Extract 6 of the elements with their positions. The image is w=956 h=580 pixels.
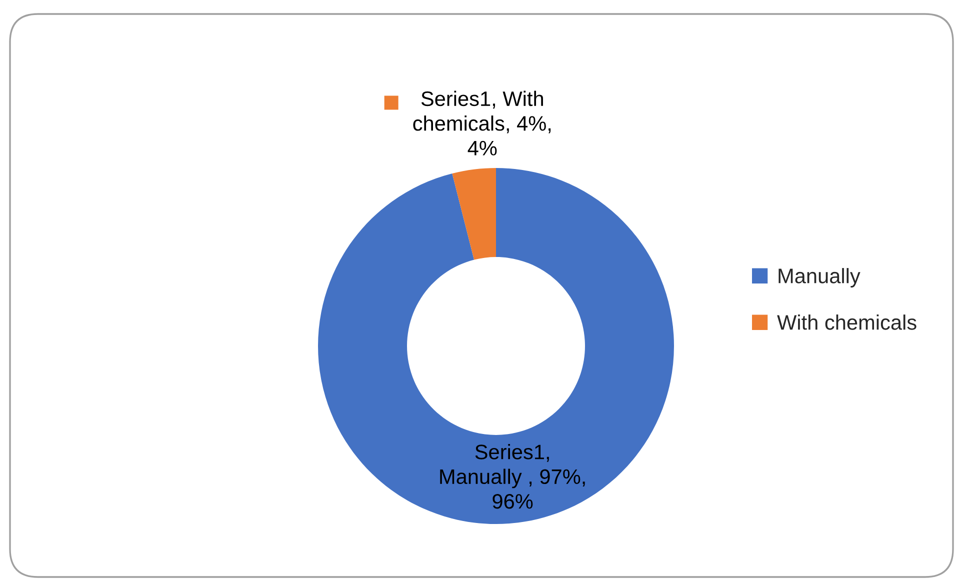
donut-slice bbox=[452, 168, 496, 260]
data-label: Series1, With chemicals, 4%, 4% bbox=[413, 90, 551, 156]
data-label: Series1, Manually , 97%, 96% bbox=[440, 444, 585, 509]
legend-label: Manually bbox=[778, 268, 860, 288]
legend-label: With chemicals bbox=[777, 314, 916, 330]
donut-slice bbox=[318, 168, 674, 524]
